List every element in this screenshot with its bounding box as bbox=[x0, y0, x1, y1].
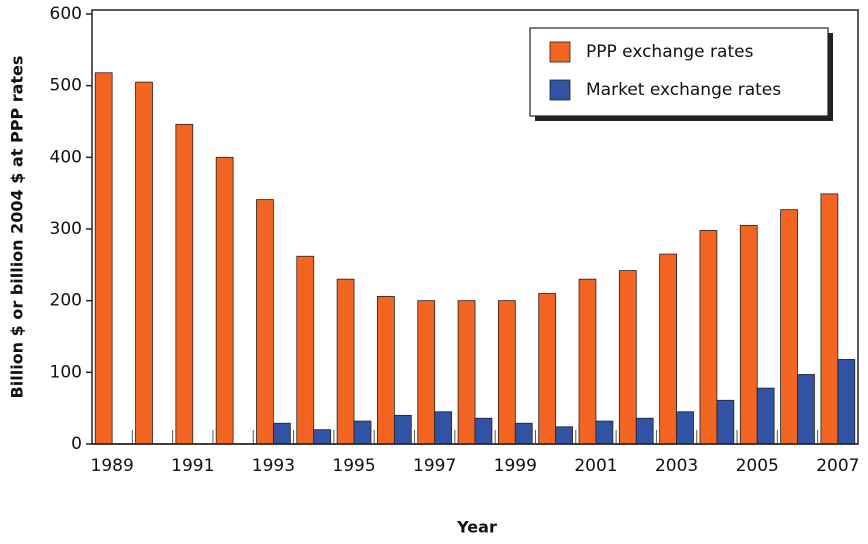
bar bbox=[797, 374, 815, 445]
x-tick-label: 2005 bbox=[736, 456, 779, 476]
x-tick-label: 1997 bbox=[413, 456, 456, 476]
bar bbox=[780, 209, 798, 445]
y-tick-label: 500 bbox=[50, 76, 82, 96]
bar bbox=[699, 230, 718, 445]
legend-swatch bbox=[549, 41, 571, 63]
y-tick-label: 400 bbox=[50, 147, 82, 167]
bar bbox=[94, 72, 113, 445]
bar bbox=[676, 411, 694, 445]
bar bbox=[377, 295, 395, 445]
x-tick-label: 2001 bbox=[574, 456, 617, 476]
legend-label: Market exchange rates bbox=[586, 80, 781, 100]
x-tick-label: 1989 bbox=[91, 456, 134, 476]
y-tick-label: 300 bbox=[50, 219, 82, 239]
x-tick-label: 2007 bbox=[816, 456, 859, 476]
bar bbox=[837, 359, 856, 445]
bar bbox=[595, 420, 614, 445]
bar bbox=[353, 420, 372, 445]
bar bbox=[716, 399, 735, 445]
bar bbox=[820, 193, 839, 445]
bar bbox=[256, 199, 274, 445]
bar bbox=[457, 300, 476, 445]
legend-swatch bbox=[549, 79, 571, 101]
bar bbox=[635, 417, 654, 445]
bar bbox=[273, 422, 291, 445]
bar bbox=[313, 429, 332, 445]
bar bbox=[514, 422, 533, 445]
x-axis-title: Year bbox=[456, 518, 497, 537]
bar bbox=[135, 81, 153, 445]
bar bbox=[175, 123, 194, 445]
bar bbox=[434, 411, 453, 445]
bar bbox=[756, 387, 775, 445]
bar bbox=[578, 278, 597, 445]
bar bbox=[538, 293, 557, 445]
bar bbox=[618, 270, 637, 445]
legend bbox=[529, 27, 829, 117]
bar bbox=[497, 300, 516, 445]
bar bbox=[739, 225, 758, 445]
bar bbox=[336, 278, 355, 445]
bar bbox=[296, 255, 315, 445]
x-tick-label: 2003 bbox=[655, 456, 698, 476]
y-tick-label: 0 bbox=[71, 434, 82, 454]
x-tick-label: 1995 bbox=[332, 456, 375, 476]
bar bbox=[659, 253, 677, 445]
x-tick-label: 1993 bbox=[252, 456, 295, 476]
bar bbox=[555, 426, 573, 445]
bar bbox=[393, 414, 412, 445]
y-tick-label: 600 bbox=[50, 4, 82, 24]
bar bbox=[417, 300, 436, 445]
legend-label: PPP exchange rates bbox=[586, 42, 754, 62]
y-tick-label: 100 bbox=[50, 362, 82, 382]
x-tick-label: 1991 bbox=[171, 456, 214, 476]
y-tick-label: 200 bbox=[50, 291, 82, 311]
x-tick-label: 1999 bbox=[494, 456, 537, 476]
y-axis-title: Billion $ or billion 2004 $ at PPP rates bbox=[8, 56, 27, 399]
bar bbox=[215, 156, 234, 445]
bar bbox=[474, 417, 493, 445]
